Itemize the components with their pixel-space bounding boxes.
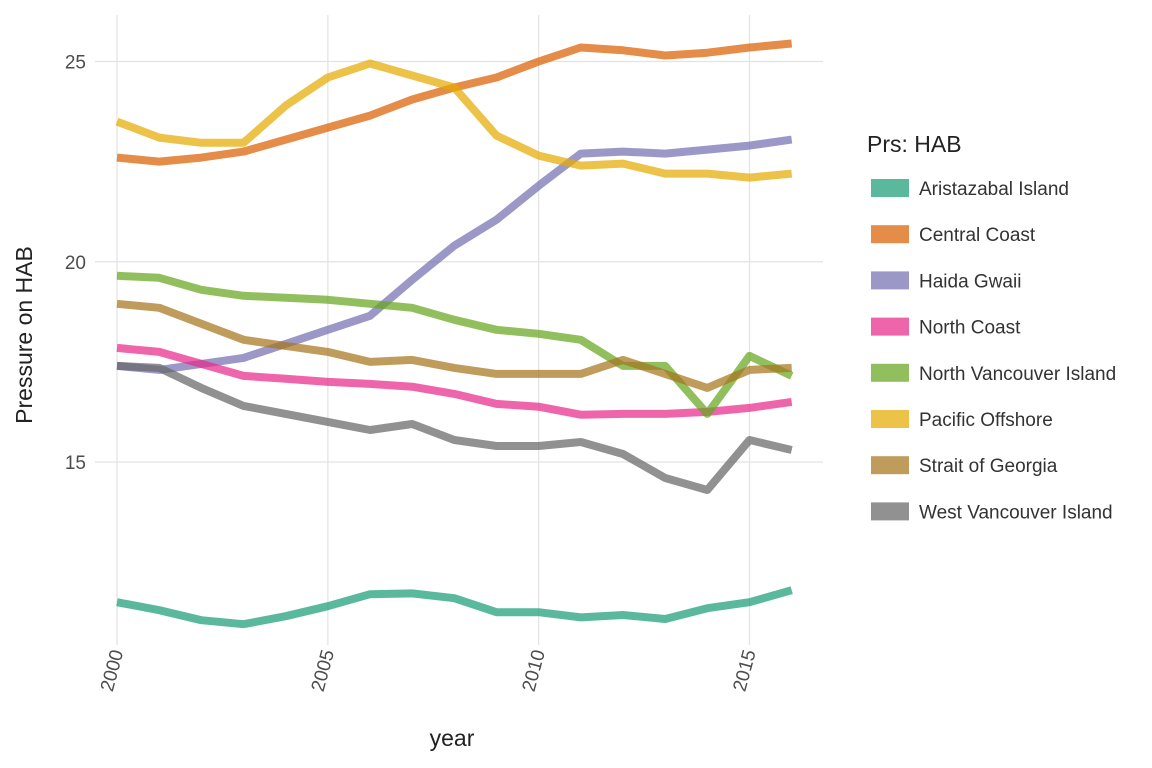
legend-label-central-coast: Central Coast xyxy=(919,225,1036,246)
series-line-haida-gwaii xyxy=(116,135,793,374)
y-tick-label-25: 25 xyxy=(65,53,86,74)
legend-swatch-north-coast xyxy=(871,317,909,336)
series-line-west-vancouver-island xyxy=(116,361,793,494)
legend-label-north-vancouver-island: North Vancouver Island xyxy=(919,364,1116,385)
legend-title: Prs: HAB xyxy=(867,131,962,157)
legend-swatch-north-vancouver-island xyxy=(871,363,909,382)
legend-swatch-haida-gwaii xyxy=(871,271,909,290)
y-axis-title: Pressure on HAB xyxy=(11,246,37,424)
x-tick-label-2000: 2000 xyxy=(97,648,128,694)
x-tick-label-2010: 2010 xyxy=(519,648,550,694)
legend-label-pacific-offshore: Pacific Offshore xyxy=(919,410,1053,431)
y-tick-label-20: 20 xyxy=(65,253,86,274)
legend-label-strait-of-georgia: Strait of Georgia xyxy=(919,456,1058,477)
x-axis-title: year xyxy=(430,725,475,751)
legend-swatch-pacific-offshore xyxy=(871,410,909,428)
legend-swatch-aristazabal-island xyxy=(871,179,909,197)
legend-label-west-vancouver-island: West Vancouver Island xyxy=(919,502,1113,523)
series-line-strait-of-georgia xyxy=(116,299,792,392)
y-tick-label-15: 15 xyxy=(65,453,86,474)
legend-label-aristazabal-island: Aristazabal Island xyxy=(919,179,1069,200)
series-line-aristazabal-island xyxy=(116,586,793,629)
legend-label-haida-gwaii: Haida Gwaii xyxy=(919,271,1021,292)
x-tick-label-2015: 2015 xyxy=(730,648,761,694)
legend-swatch-west-vancouver-island xyxy=(871,502,909,521)
series-line-pacific-offshore xyxy=(115,59,793,182)
legend-label-north-coast: North Coast xyxy=(919,318,1021,339)
grid-lines xyxy=(95,15,823,645)
legend: Prs: HAB Aristazabal Island Central Coast… xyxy=(867,131,1116,523)
series-line-north-coast xyxy=(116,343,793,419)
x-tick-label-2005: 2005 xyxy=(308,648,339,694)
legend-swatch-central-coast xyxy=(871,225,909,244)
series-lines xyxy=(115,39,794,629)
legend-swatch-strait-of-georgia xyxy=(871,456,909,475)
